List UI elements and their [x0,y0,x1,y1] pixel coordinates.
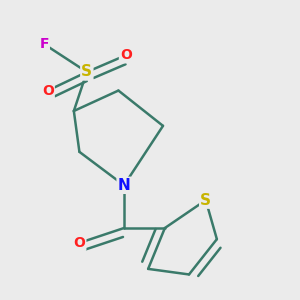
Text: O: O [74,236,85,250]
Text: O: O [42,84,54,98]
Text: S: S [81,64,92,80]
Text: O: O [120,48,132,62]
Text: S: S [200,193,211,208]
Text: N: N [118,178,130,193]
Text: F: F [39,37,49,51]
